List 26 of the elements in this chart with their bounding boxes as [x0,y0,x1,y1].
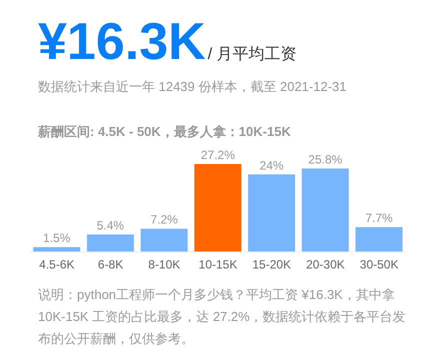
bar [86,234,134,252]
x-tick-label: 20-30K [306,258,345,272]
bar [140,228,188,252]
x-tick-label: 8-10K [148,258,180,272]
bar [302,168,349,252]
x-tick-label: 15-20K [252,258,292,272]
data-label: 25.8% [308,152,343,167]
data-label: 24% [260,158,284,172]
bar [194,164,242,252]
bar [33,247,80,252]
text: 薪酬区间: 4.5K - 50K，最多人拿：10K-15K [38,123,291,141]
chart-title: ¥16.3K [38,13,206,71]
x-tick-label: 4.5-6K [39,258,75,272]
x-tick-label: 30-50K [360,258,398,272]
chart-subtitle: / 月平均工资 [208,46,297,63]
bar [248,174,296,252]
bar [356,227,403,252]
data-label: 5.4% [96,218,124,233]
data-label: 7.7% [365,211,394,226]
data-label: 27.2% [200,148,236,162]
data-label: 1.5% [43,231,71,246]
text: 说明：python工程师一个月多少钱？平均工资 ¥16.3K，其中拿 10K-15K 工资的占比最多，达 27.2%，数据统计依赖于各平台发布的公开薪酬，仅供参考。 [38,286,407,348]
x-tick-label: 10-15K [198,258,238,272]
x-tick-label: 6-8K [98,258,124,272]
data-label: 7.2% [150,212,178,227]
text: 数据统计来自近一年 12439 份样本，截至 2021-12-31 [38,78,346,96]
